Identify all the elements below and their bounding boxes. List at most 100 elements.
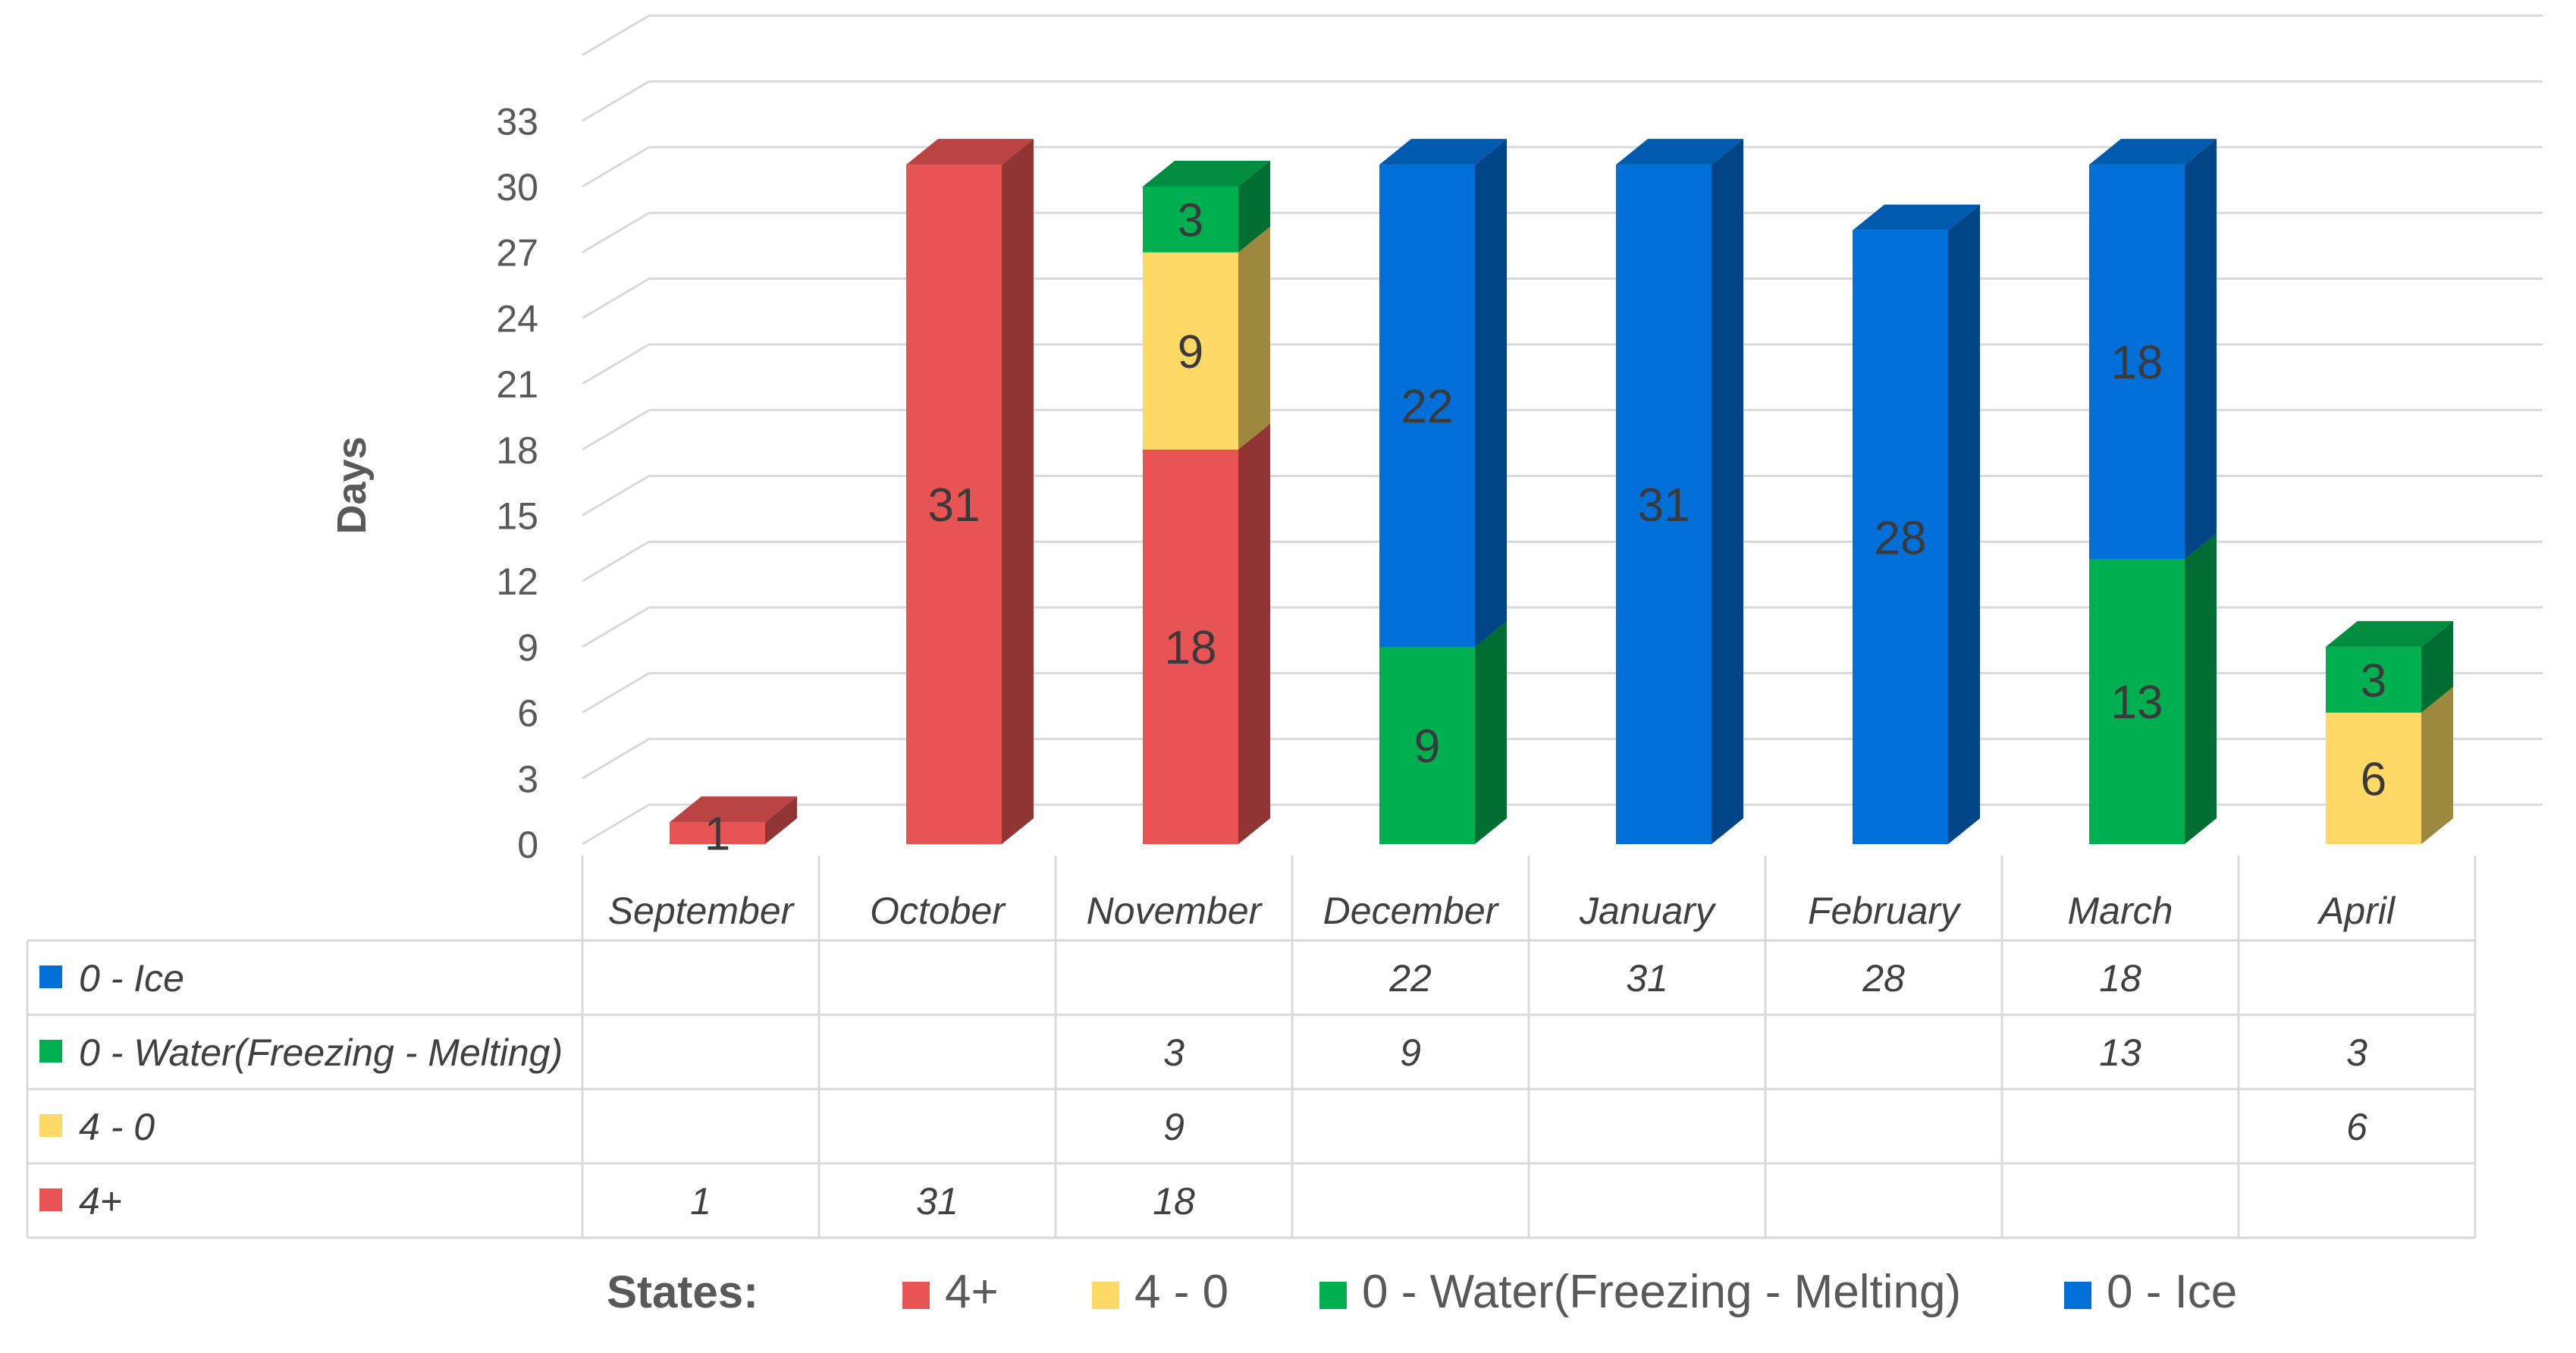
gridlines <box>582 14 2543 846</box>
legend-key-4-0 <box>1092 1282 1119 1309</box>
bar-side <box>1948 204 1980 844</box>
legend-label-4-0: 4 - 0 <box>1134 1266 1228 1318</box>
legend-title: States: <box>607 1267 758 1317</box>
legend-key-4 <box>902 1282 930 1309</box>
bar-top <box>2089 139 2217 165</box>
y-axis-label: Days <box>329 436 375 534</box>
table-cell: 18 <box>1153 1180 1195 1223</box>
bar-side <box>2185 533 2217 844</box>
table-cell: 3 <box>2346 1031 2367 1074</box>
bar-front <box>1143 252 1238 450</box>
gridline-diagonal <box>582 146 650 188</box>
y-tick-label: 15 <box>496 495 538 538</box>
bar-side <box>1002 139 1034 845</box>
gridline-diagonal <box>582 278 650 319</box>
table-cell: 28 <box>1862 957 1905 1000</box>
y-tick-label: 33 <box>496 100 538 143</box>
data-table: September October November December January F… <box>26 855 2477 1239</box>
data-label: 6 <box>2361 753 2386 805</box>
gridline-diagonal <box>582 80 650 122</box>
bars: 1 31 18 9 3 9 22 31 28 13 18 6 3 <box>670 139 2453 861</box>
bar-top <box>906 139 1034 165</box>
bar-front <box>2326 712 2421 844</box>
row-legend-key <box>39 965 62 988</box>
category-label-november: November <box>1087 890 1263 932</box>
table-row-label: 4+ <box>79 1180 122 1223</box>
bar-segment-december-0-water-freezing-melting: 9 <box>1379 620 1507 844</box>
bar-segment-december-0-ice: 22 <box>1379 139 1507 647</box>
bar-side <box>1238 161 1270 253</box>
category-label-october: October <box>870 890 1006 932</box>
bar-segment-april-0-water-freezing-melting: 3 <box>2326 620 2453 713</box>
bar-side <box>2421 686 2453 844</box>
bar-side <box>2421 620 2453 713</box>
bar-segment-january-0-ice: 31 <box>1616 139 1743 845</box>
category-label-september: September <box>608 890 795 932</box>
legend-label-0-water-freezing-melting: 0 - Water(Freezing - Melting) <box>1362 1266 1961 1318</box>
row-legend-key <box>39 1188 62 1211</box>
bar-side <box>2185 139 2217 560</box>
gridline-diagonal <box>582 409 650 451</box>
data-label: 3 <box>2361 655 2386 707</box>
bar-segment-march-0-water-freezing-melting: 13 <box>2089 533 2217 844</box>
category-label-january: January <box>1579 890 1717 932</box>
bar-segment-november-0-water-freezing-melting: 3 <box>1143 161 1270 253</box>
data-label: 13 <box>2111 676 2163 729</box>
data-label: 3 <box>1178 194 1203 246</box>
y-tick-label: 0 <box>517 824 538 866</box>
gridline-diagonal <box>582 606 650 648</box>
y-tick-label: 21 <box>496 363 538 406</box>
bar-segment-october-4: 31 <box>906 139 1034 845</box>
y-tick-label: 3 <box>517 758 538 800</box>
bar-top <box>1616 139 1743 165</box>
bar-front <box>1379 646 1475 844</box>
table-row-label: 0 - Water(Freezing - Melting) <box>79 1031 563 1074</box>
table-cell: 9 <box>1400 1031 1421 1074</box>
bar-segment-september-4: 1 <box>670 796 797 861</box>
table-cell: 31 <box>1626 957 1668 1000</box>
bar-top <box>1853 204 1980 231</box>
bar-segment-november-4: 18 <box>1143 423 1270 844</box>
row-legend-key <box>39 1040 62 1063</box>
data-label: 22 <box>1401 381 1454 433</box>
bar-side <box>1238 226 1270 450</box>
bar-front <box>1143 187 1238 253</box>
table-cell: 3 <box>1163 1031 1184 1074</box>
bar-front <box>2089 165 2185 560</box>
data-label: 1 <box>704 808 730 861</box>
gridline-diagonal <box>582 803 650 846</box>
y-tick-label: 6 <box>517 692 538 735</box>
gridline-diagonal <box>582 212 650 253</box>
gridline-diagonal <box>582 343 650 385</box>
data-label: 31 <box>928 479 981 532</box>
bar-side <box>1475 139 1507 647</box>
data-label: 31 <box>1638 479 1690 532</box>
y-tick-label: 12 <box>496 560 538 603</box>
bar-front <box>906 165 1002 845</box>
table-row-label: 4 - 0 <box>79 1106 155 1148</box>
y-tick-label: 9 <box>517 626 538 669</box>
table-cell: 31 <box>916 1180 959 1223</box>
bar-top <box>1379 139 1507 165</box>
bar-front <box>1853 230 1948 844</box>
y-tick-label: 24 <box>496 297 538 340</box>
data-label: 28 <box>1875 512 1927 564</box>
y-tick-label: 30 <box>496 166 538 209</box>
bar-top <box>1143 161 1270 187</box>
row-legend-key <box>39 1114 62 1137</box>
legend: States: 4+ 4 - 0 0 - Water(Freezing - Melt… <box>607 1266 2237 1318</box>
y-axis: Days 0 3 6 9 12 15 18 21 24 27 30 33 <box>329 100 538 866</box>
bar-top <box>670 796 797 823</box>
bar-segment-november-4-0: 9 <box>1143 226 1270 450</box>
y-tick-label: 18 <box>496 429 538 472</box>
gridline-diagonal <box>582 475 650 516</box>
category-label-march: March <box>2068 890 2173 932</box>
table-cell: 9 <box>1163 1106 1184 1148</box>
table-cell: 6 <box>2346 1106 2367 1148</box>
legend-key-0-ice <box>2064 1282 2091 1309</box>
gridline-diagonal <box>582 738 650 780</box>
data-label: 9 <box>1178 326 1203 378</box>
table-cell: 18 <box>2099 957 2141 1000</box>
bar-front <box>2089 559 2185 844</box>
